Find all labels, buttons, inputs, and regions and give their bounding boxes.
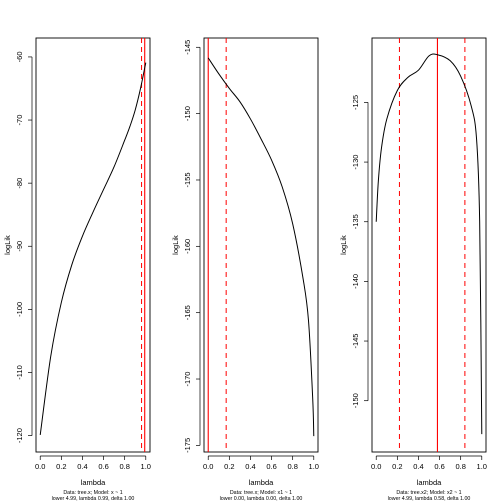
y-tick-label: -100 <box>15 302 24 317</box>
x-tick-label: 0.0 <box>35 462 45 471</box>
x-tick-label: 0.8 <box>119 462 129 471</box>
panel-1: 0.0 0.2 0.4 0.6 0.8 1.0lambda-120-110-100-90-… <box>3 37 151 502</box>
caption-line: lower 4.99, lambda 0.58, delta 1.00 <box>388 496 471 502</box>
y-tick-label: -150 <box>183 106 192 121</box>
y-tick-label: -60 <box>15 52 24 63</box>
plot-frame <box>371 37 487 453</box>
y-tick-label: -150 <box>351 393 360 408</box>
x-tick-label: 0.2 <box>56 462 66 471</box>
x-tick-label: 0.0 <box>371 462 381 471</box>
x-tick-label: 0.4 <box>245 462 255 471</box>
y-tick-label: -145 <box>183 40 192 55</box>
plot-frame <box>203 37 319 453</box>
x-tick-label: 1.0 <box>141 462 151 471</box>
caption-line: Data: tree.x2; Model: x2 ~ 1 <box>396 490 461 496</box>
x-tick-label: 0.2 <box>224 462 234 471</box>
x-tick-label: 1.0 <box>309 462 319 471</box>
y-tick-label: -155 <box>183 172 192 187</box>
x-axis-label: lambda <box>81 478 106 487</box>
y-tick-label: -125 <box>351 95 360 110</box>
loglik-curve <box>375 53 483 435</box>
panel-2: 0.0 0.2 0.4 0.6 0.8 1.0 lambda -175 -170 -165 -160… <box>171 37 319 502</box>
x-tick-label: 0.6 <box>98 462 108 471</box>
caption-line: Data: tree.x; Model: x1 ~ 1 <box>230 490 292 496</box>
y-tick-label: -160 <box>183 239 192 254</box>
x-axis: 0.0 0.2 0.4 0.6 0.8 1.0 lambda <box>35 455 151 487</box>
y-tick-label: -140 <box>351 274 360 289</box>
x-axis-label: lambda <box>249 478 274 487</box>
y-tick-label: -70 <box>15 115 24 126</box>
x-tick-label: 0.8 <box>287 462 297 471</box>
caption-line: lower 0.00, lambda 0.00, delta 1.00 <box>220 496 303 502</box>
y-tick-label: -90 <box>15 241 24 252</box>
x-tick-label: 0.8 <box>455 462 465 471</box>
x-tick-label: 1.0 <box>477 462 487 471</box>
x-tick-label: 0.6 <box>434 462 444 471</box>
plot-frame <box>35 37 151 453</box>
caption-line: lower 4.99, lambda 0.99, delta 1.00 <box>52 496 135 502</box>
y-axis: -120 -110 -100 -90 -80 -70 -60 logLik <box>3 52 33 443</box>
y-axis: -175 -170 -165 -160 -155 -150 -145 logLik <box>171 40 201 453</box>
x-tick-label: 0.6 <box>266 462 276 471</box>
y-axis-label: logLik <box>171 235 180 255</box>
x-axis: 0.0 0.2 0.4 0.6 0.8 1.0 lambda <box>203 455 319 487</box>
y-tick-label: -145 <box>351 334 360 349</box>
x-axis: 0.0 0.2 0.4 0.6 0.8 1.0 lambda <box>371 455 487 487</box>
caption-line: Data: tree.x; Model: x ~ 1 <box>63 490 122 496</box>
y-tick-label: -120 <box>15 428 24 443</box>
x-tick-label: 0.2 <box>392 462 402 471</box>
y-axis-label: logLik <box>3 235 12 255</box>
x-axis-label: lambda <box>417 478 442 487</box>
loglik-curve <box>39 62 147 436</box>
x-tick-label: 0.0 <box>203 462 213 471</box>
panel-3: 0.0 0.2 0.4 0.6 0.8 1.0 lambda -150 -145 -140 -135… <box>339 37 487 502</box>
y-tick-label: -130 <box>351 155 360 170</box>
y-axis: -150 -145 -140 -135 -130 -125 logLik <box>339 95 369 408</box>
loglik-curve <box>207 57 315 437</box>
x-tick-label: 0.4 <box>77 462 87 471</box>
y-tick-label: -165 <box>183 305 192 320</box>
x-tick-label: 0.4 <box>413 462 423 471</box>
y-tick-label: -135 <box>351 214 360 229</box>
y-tick-label: -110 <box>15 365 24 379</box>
y-axis-label: logLik <box>339 235 348 255</box>
y-tick-label: -175 <box>183 438 192 453</box>
y-tick-label: -170 <box>183 372 192 387</box>
y-tick-label: -80 <box>15 178 24 189</box>
